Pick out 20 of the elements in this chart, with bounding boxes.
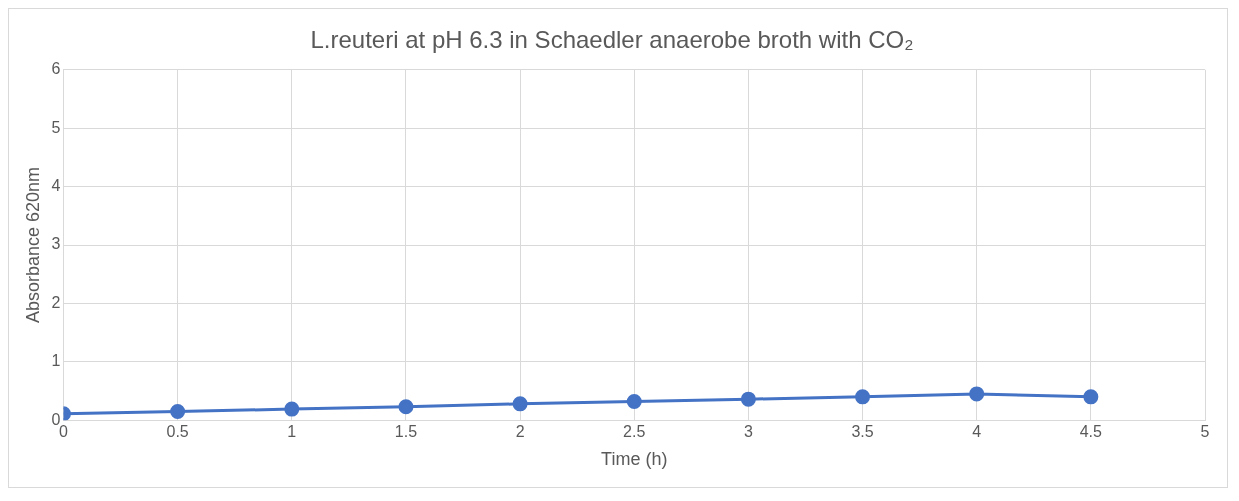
y-axis-title: Absorbance 620nm [22, 166, 43, 324]
x-tick-label: 4.5 [1079, 423, 1103, 441]
x-tick-label: 3.5 [851, 423, 874, 441]
chart-title: L.reuteri at pH 6.3 in Schaedler anaerobe broth with CO₂ [310, 26, 914, 54]
y-tick-label: 1 [51, 352, 61, 370]
x-tick-label: 0.5 [166, 423, 189, 441]
x-tick-label: 1.5 [394, 423, 418, 441]
y-tick-label: 2 [51, 293, 61, 311]
x-axis-title: Time (h) [601, 449, 668, 470]
x-tick-label: 5 [1200, 423, 1210, 441]
x-tick-label: 2 [515, 423, 525, 441]
y-tick-label: 3 [51, 235, 61, 253]
y-tick-label: 4 [51, 177, 61, 195]
x-tick-label: 3 [743, 423, 753, 441]
x-tick-label: 2.5 [623, 423, 646, 441]
y-tick-label: 6 [51, 60, 61, 78]
x-tick-label: 4 [972, 423, 982, 441]
x-tick-label: 1 [287, 423, 297, 441]
y-tick-label: 5 [51, 118, 61, 136]
y-tick-label: 0 [51, 410, 61, 428]
